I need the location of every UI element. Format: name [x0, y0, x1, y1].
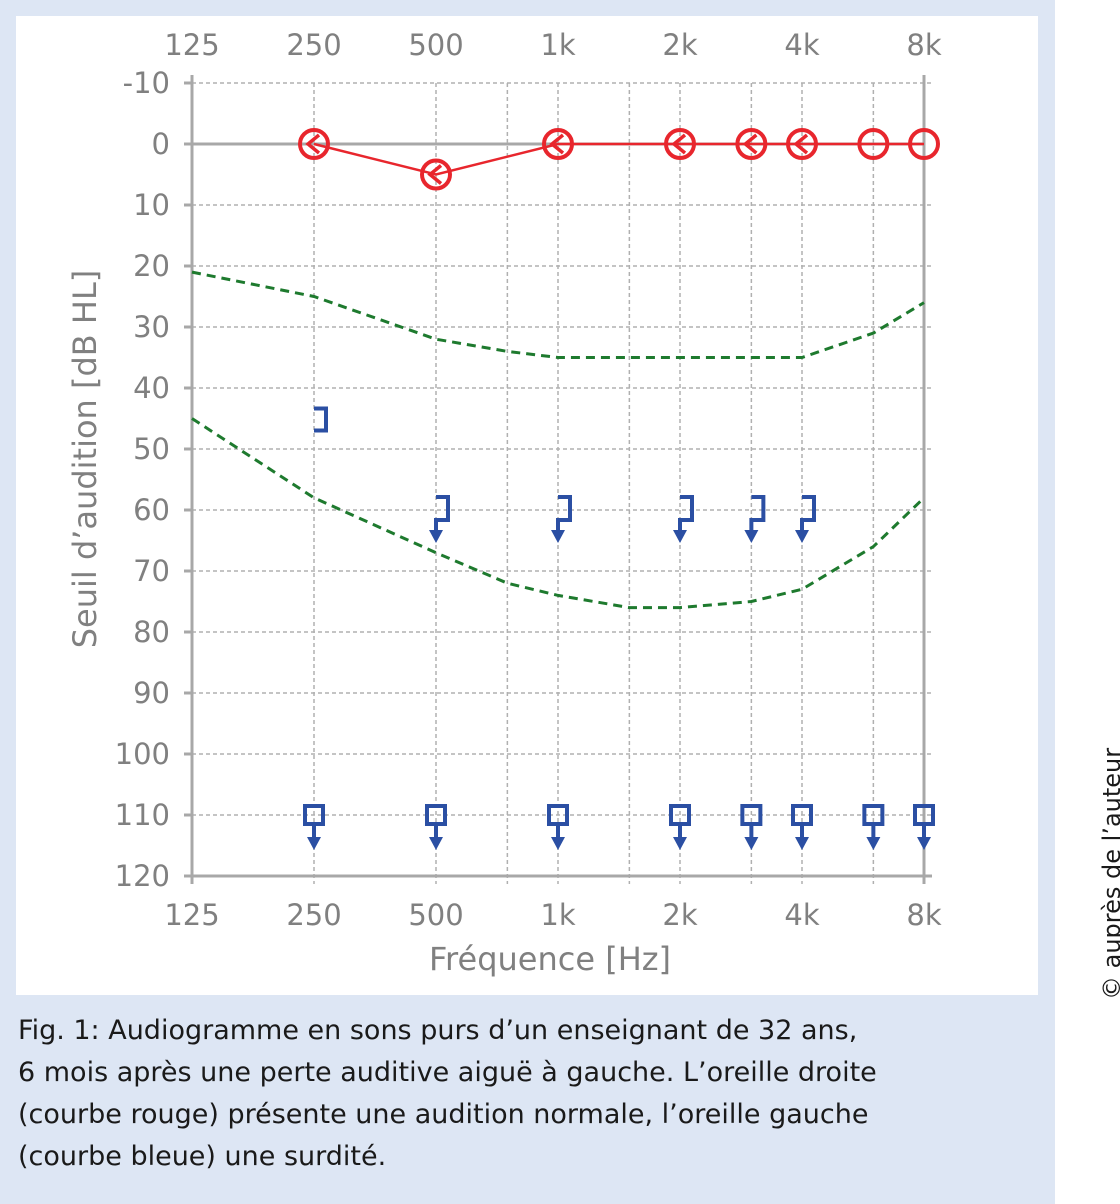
down-arrow-icon [673, 530, 687, 543]
y-axis-label: Seuil d’audition [dB HL] [66, 270, 104, 649]
x-axis-label: Fréquence [Hz] [429, 940, 671, 978]
bracket-marker [749, 495, 766, 531]
x-tick-label: 250 [286, 898, 341, 932]
caption-line: (courbe rouge) présente une audition nor… [18, 1099, 869, 1130]
y-tick-label: 60 [133, 493, 170, 527]
x-tick-label-top: 4k [784, 28, 819, 62]
series-line [313, 142, 924, 176]
copyright-credit: © auprès de l’auteur [1098, 747, 1120, 1000]
down-arrow-icon [307, 837, 321, 850]
y-tick-label: 30 [133, 310, 170, 344]
down-arrow-icon [551, 837, 565, 850]
circle-marker [420, 158, 452, 191]
series-right-ear-air [298, 128, 940, 191]
bracket-marker [800, 495, 816, 531]
square-marker [791, 804, 813, 826]
square-marker [862, 804, 885, 826]
down-arrow-icon [795, 837, 809, 850]
less-than-marker [549, 133, 565, 155]
down-arrow-icon [917, 837, 931, 850]
circle-marker [786, 128, 818, 160]
x-tick-label: 4k [784, 898, 819, 932]
y-tick-label: 110 [115, 798, 170, 832]
down-arrow-icon [744, 837, 759, 850]
series-line [191, 270, 925, 359]
bracket-marker [678, 495, 694, 531]
x-tick-label-top: 250 [286, 28, 341, 62]
x-tick-label: 125 [164, 898, 219, 932]
y-tick-label: 40 [133, 371, 170, 405]
square-marker [740, 804, 763, 826]
circle-marker [857, 128, 890, 160]
y-tick-label: 120 [115, 859, 170, 893]
circle-marker [298, 128, 330, 160]
series-line [191, 417, 926, 610]
caption-line: Fig. 1: Audiogramme en sons purs d’un en… [18, 1015, 858, 1046]
circle-marker [664, 128, 696, 160]
less-than-marker [671, 133, 687, 155]
less-than-marker [427, 164, 443, 185]
down-arrow-icon [429, 530, 443, 543]
series-left-ear-bone-masked-no-response [429, 495, 816, 543]
y-tick-label: 50 [133, 432, 170, 466]
x-tick-label: 8k [906, 898, 941, 932]
series-left-ear-bone-masked [314, 406, 328, 433]
y-tick-label: 70 [133, 554, 170, 588]
y-tick-label: -10 [123, 66, 170, 100]
series-left-ear-air-masked-no-response [303, 804, 935, 850]
x-tick-label-top: 125 [164, 28, 219, 62]
less-than-marker [793, 133, 809, 155]
x-tick-label: 500 [408, 898, 463, 932]
x-tick-label: 2k [662, 898, 697, 932]
y-tick-label: 90 [133, 676, 170, 710]
circle-marker [735, 128, 768, 160]
y-tick-label: 100 [115, 737, 170, 771]
down-arrow-icon [795, 530, 809, 543]
figure-caption: Fig. 1: Audiogramme en sons purs d’un en… [18, 1010, 1038, 1178]
figure-panel: -10 0 10 20 30 40 50 60 70 80 90 100 110 120 125 125 250… [0, 0, 1055, 1204]
circle-marker [542, 128, 574, 160]
caption-line: (courbe bleue) une surdité. [18, 1141, 387, 1172]
x-tick-label-top: 500 [408, 28, 463, 62]
square-marker [303, 804, 325, 826]
down-arrow-icon [429, 837, 443, 850]
down-arrow-icon [551, 530, 565, 543]
bracket-marker [314, 406, 328, 433]
y-tick-label: 80 [133, 615, 170, 649]
less-than-marker [305, 133, 321, 155]
square-marker [669, 804, 691, 826]
x-tick-label-top: 1k [540, 28, 575, 62]
caption-line: 6 mois après une perte auditive aiguë à … [18, 1057, 877, 1088]
series-right-ear-bone [305, 133, 809, 185]
y-tick-label: 20 [133, 249, 170, 283]
y-tick-label: 10 [133, 188, 170, 222]
audiogram-chart: -10 0 10 20 30 40 50 60 70 80 90 100 110 120 125 125 250… [66, 28, 942, 978]
bracket-marker [556, 495, 572, 531]
x-tick-label-top: 2k [662, 28, 697, 62]
chart-card [16, 16, 1038, 995]
square-marker [913, 804, 935, 826]
down-arrow-icon [744, 530, 759, 543]
down-arrow-icon [866, 837, 881, 850]
less-than-marker [742, 133, 758, 155]
x-tick-label-top: 8k [906, 28, 941, 62]
series-reference-lower [191, 417, 926, 610]
circle-marker [908, 128, 940, 160]
down-arrow-icon [673, 837, 687, 850]
y-tick-label: 0 [152, 127, 170, 161]
series-reference-upper [191, 270, 925, 359]
bracket-marker [434, 495, 450, 531]
x-tick-label: 1k [540, 898, 575, 932]
square-marker [547, 804, 569, 826]
square-marker [425, 804, 447, 826]
